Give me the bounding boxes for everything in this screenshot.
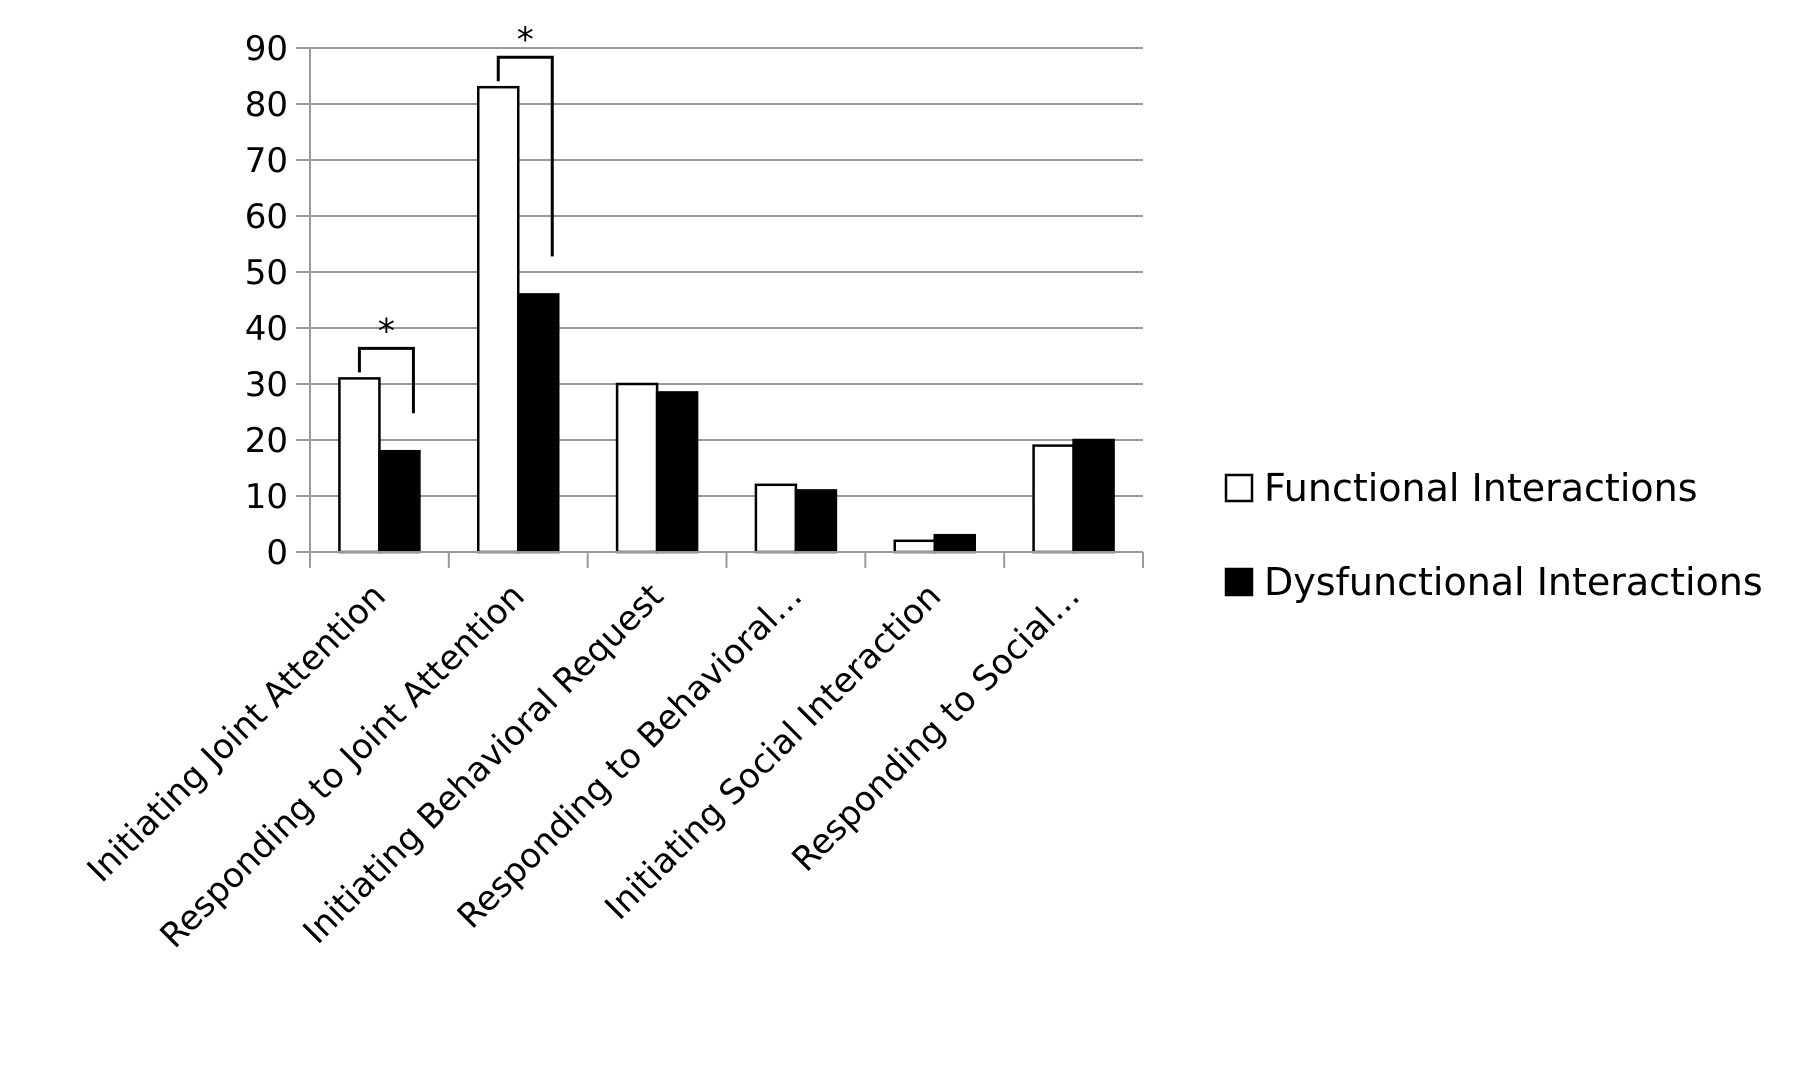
legend-label: Dysfunctional Interactions bbox=[1264, 560, 1763, 604]
significance-bracket bbox=[496, 55, 554, 257]
legend-swatch bbox=[1224, 567, 1254, 597]
bar-dysfunctional bbox=[655, 391, 699, 554]
bar-dysfunctional bbox=[1072, 438, 1115, 554]
y-tick-label: 30 bbox=[245, 365, 288, 405]
bars bbox=[338, 85, 1115, 554]
legend-swatch bbox=[1224, 473, 1254, 503]
y-tick-label: 80 bbox=[245, 85, 288, 125]
significance-star: * bbox=[378, 311, 395, 351]
bar-functional bbox=[754, 483, 798, 554]
bar-functional bbox=[615, 382, 659, 554]
y-tick-label: 10 bbox=[245, 477, 288, 517]
legend: Functional Interactions Dysfunctional Int… bbox=[1224, 466, 1763, 604]
bar-dysfunctional bbox=[378, 449, 421, 554]
y-tick-label: 50 bbox=[245, 253, 288, 293]
y-tick-label: 40 bbox=[245, 309, 288, 349]
bar-dysfunctional bbox=[517, 293, 560, 554]
bar-functional bbox=[893, 539, 936, 554]
category-label: Responding to Social… bbox=[784, 576, 1088, 880]
legend-label: Functional Interactions bbox=[1264, 466, 1698, 510]
y-tick-label: 70 bbox=[245, 141, 288, 181]
y-tick-label: 60 bbox=[245, 197, 288, 237]
significance-bracket bbox=[357, 346, 415, 414]
significance-annotations: ** bbox=[357, 20, 554, 414]
bar-dysfunctional bbox=[794, 489, 838, 554]
bar-functional bbox=[338, 377, 381, 554]
y-tick-label: 0 bbox=[266, 533, 288, 573]
significance-star: * bbox=[517, 20, 534, 60]
y-tick-label: 20 bbox=[245, 421, 288, 461]
y-tick-label: 90 bbox=[245, 29, 288, 69]
bar-functional bbox=[1032, 444, 1075, 554]
bar-functional bbox=[477, 85, 520, 554]
gridlines bbox=[310, 47, 1143, 497]
bar-dysfunctional bbox=[933, 533, 976, 554]
